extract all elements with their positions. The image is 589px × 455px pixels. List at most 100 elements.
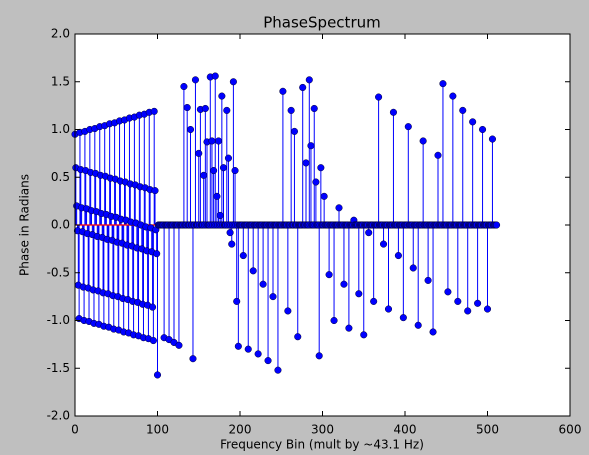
stem-marker	[312, 178, 320, 186]
stem-marker	[216, 211, 224, 219]
stem-marker	[419, 137, 427, 145]
x-tick-label: 200	[229, 423, 252, 437]
stem-marker	[454, 297, 462, 305]
stem-marker	[229, 78, 237, 86]
stem-marker	[365, 229, 373, 237]
stem-marker	[325, 271, 333, 279]
stem-marker	[299, 83, 307, 92]
stem-marker	[340, 280, 348, 288]
y-tick-label: 1.0	[51, 122, 70, 136]
stem-marker	[389, 108, 398, 116]
stem-marker	[259, 280, 267, 288]
stem-marker	[183, 103, 191, 112]
stem-marker	[404, 123, 412, 131]
stem-marker	[474, 299, 482, 307]
stem-marker	[210, 167, 218, 175]
stem-marker	[215, 137, 223, 145]
stem-marker	[320, 192, 328, 200]
stem-marker	[459, 106, 467, 114]
stem-marker	[305, 76, 313, 84]
stem-marker	[479, 125, 487, 134]
stem-marker	[483, 305, 492, 313]
stem-marker	[449, 92, 457, 100]
chart-title: PhaseSpectrum	[263, 14, 380, 32]
stem-marker	[394, 252, 402, 260]
x-tick-label: 0	[71, 423, 79, 437]
stem-marker	[287, 106, 295, 114]
stem-marker	[493, 221, 501, 229]
y-tick-label: -2.0	[47, 409, 70, 423]
stem-marker	[233, 297, 241, 305]
stem-marker	[150, 107, 158, 115]
stem-marker	[149, 337, 157, 345]
stem-marker	[200, 171, 208, 179]
x-tick-label: 400	[394, 423, 417, 437]
stem-marker	[228, 240, 236, 248]
stem-marker	[201, 104, 209, 113]
stem-marker	[186, 125, 195, 134]
x-axis-label: Frequency Bin (mult by ~43.1 Hz)	[220, 438, 424, 452]
stem-marker	[224, 154, 232, 162]
stem-marker	[191, 76, 199, 84]
stem-marker	[239, 252, 247, 260]
stem-marker	[302, 159, 310, 167]
marks	[71, 72, 501, 379]
stem-marker	[254, 350, 262, 358]
stem-marker	[149, 303, 157, 311]
stem-marker	[249, 267, 257, 275]
stem-marker	[360, 331, 368, 339]
stem-marker	[226, 229, 234, 237]
y-tick-label: 2.0	[51, 27, 70, 41]
stem-marker	[330, 316, 338, 325]
stem-marker	[189, 355, 197, 363]
stem-marker	[208, 137, 216, 145]
stem-marker	[335, 204, 343, 212]
stem-marker	[469, 118, 477, 126]
stem-marker	[211, 72, 219, 80]
stem-marker	[234, 342, 242, 350]
y-tick-label: 0.5	[51, 170, 70, 184]
stem-marker	[218, 92, 226, 100]
stem-marker	[244, 345, 252, 353]
stem-marker	[444, 288, 452, 296]
y-tick-label: 1.5	[51, 74, 70, 88]
stem-marker	[310, 104, 318, 113]
stem-marker	[375, 93, 383, 101]
x-tick-label: 500	[476, 423, 499, 437]
x-tick-label: 600	[559, 423, 582, 437]
stem-marker	[284, 307, 292, 315]
y-tick-label: 0.0	[51, 218, 70, 232]
stem-marker	[264, 357, 272, 365]
stem-marker	[307, 142, 315, 150]
stem-marker	[414, 321, 422, 329]
stem-marker	[213, 192, 221, 200]
stem-marker	[464, 307, 472, 315]
stem-marker	[429, 328, 437, 336]
stem-marker	[384, 305, 393, 313]
stem-marker	[153, 250, 161, 258]
x-tick-label: 100	[146, 423, 169, 437]
y-tick-label: -1.5	[47, 361, 70, 375]
stem-marker	[294, 333, 302, 341]
stem-marker	[409, 264, 417, 272]
stem-marker	[488, 135, 497, 143]
y-axis-label: Phase in Radians	[18, 174, 32, 276]
stem-marker	[345, 324, 353, 332]
stem-marker	[151, 187, 159, 195]
y-tick-label: -0.5	[47, 265, 70, 279]
stem-marker	[223, 106, 231, 114]
stem-marker	[315, 352, 323, 360]
stem-marker	[380, 240, 388, 248]
stem-marker	[355, 290, 363, 298]
stem-marker	[424, 276, 432, 284]
stem-marker	[434, 151, 442, 159]
stem-marker	[269, 293, 277, 301]
stem-marker	[317, 164, 325, 172]
x-tick-label: 300	[311, 423, 334, 437]
stem-marker	[370, 297, 378, 305]
stem-marker	[439, 80, 447, 88]
stem-marker	[399, 314, 407, 322]
stem-marker	[180, 82, 188, 91]
